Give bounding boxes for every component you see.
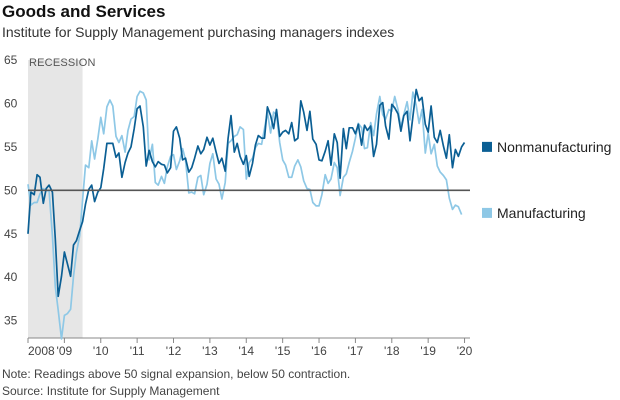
y-tick-label: 65 bbox=[4, 53, 18, 67]
x-tick-label: '19 bbox=[420, 344, 436, 358]
y-tick-label: 60 bbox=[4, 96, 18, 110]
chart-note: Note: Readings above 50 signal expansion… bbox=[2, 367, 351, 381]
nonmanufacturing-line bbox=[27, 88, 466, 298]
x-tick-label: '15 bbox=[275, 344, 291, 358]
chart-source: Source: Institute for Supply Management bbox=[2, 384, 220, 398]
series-layer bbox=[27, 88, 470, 340]
chart-title: Goods and Services bbox=[2, 2, 166, 21]
x-tick-label: '10 bbox=[93, 344, 109, 358]
y-tick-label: 40 bbox=[4, 270, 18, 284]
line-chart: RECESSION 35 40 45 50 55 60 65 2008'09 '10 '11 '12… bbox=[4, 53, 611, 358]
y-tick-label: 55 bbox=[4, 140, 18, 154]
legend-label-nonmanufacturing: Nonmanufacturing bbox=[497, 139, 611, 155]
x-tick-label: '13 bbox=[202, 344, 218, 358]
axis-layer: 35 40 45 50 55 60 65 2008'09 '10 '11 '12 '13 '14 '15 '… bbox=[4, 53, 473, 358]
legend-layer: Nonmanufacturing Manufacturing bbox=[482, 139, 611, 221]
legend-label-manufacturing: Manufacturing bbox=[497, 205, 586, 221]
y-tick-label: 50 bbox=[4, 183, 18, 197]
x-tick-label: '09 bbox=[57, 344, 73, 358]
chart-notes: Note: Readings above 50 signal expansion… bbox=[2, 366, 350, 400]
x-tick-label: '16 bbox=[311, 344, 327, 358]
legend-swatch-nonmanufacturing bbox=[482, 141, 492, 152]
x-tick-label: '12 bbox=[166, 344, 182, 358]
x-tick-label: 2008 bbox=[28, 344, 55, 358]
recession-label: RECESSION bbox=[29, 57, 96, 69]
x-tick-label: '17 bbox=[348, 344, 364, 358]
x-tick-label: '20 bbox=[457, 344, 473, 358]
legend-swatch-manufacturing bbox=[482, 207, 492, 218]
manufacturing-line bbox=[27, 90, 463, 340]
x-tick-label: '14 bbox=[238, 344, 254, 358]
x-tick-label: '11 bbox=[130, 344, 145, 358]
x-tick-label: '18 bbox=[384, 344, 400, 358]
chart-subtitle: Institute for Supply Management purchasi… bbox=[2, 24, 395, 40]
y-tick-label: 45 bbox=[4, 227, 18, 241]
y-tick-label: 35 bbox=[4, 314, 18, 328]
recession-band bbox=[28, 60, 83, 338]
